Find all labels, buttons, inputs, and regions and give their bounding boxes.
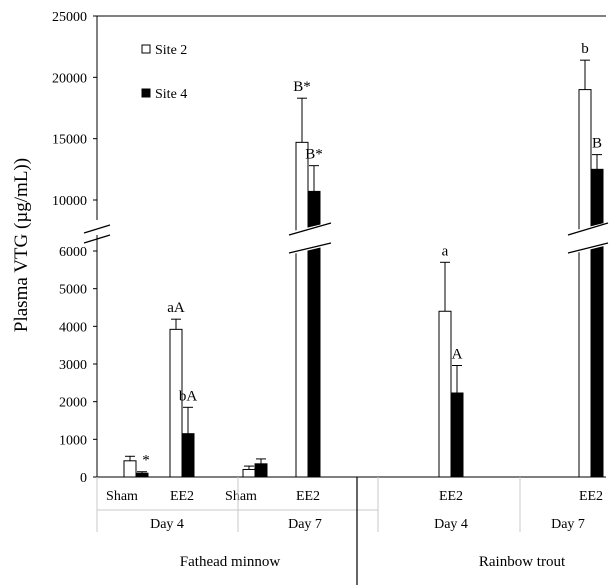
axis-break-band bbox=[289, 222, 331, 255]
bar-site-4 bbox=[590, 168, 604, 478]
species-label: Fathead minnow bbox=[180, 554, 281, 570]
bar-annotation: bA bbox=[179, 388, 198, 404]
bar-site-4 bbox=[135, 472, 149, 478]
day-label: Day 4 bbox=[150, 517, 184, 532]
axis-break-mark bbox=[83, 224, 111, 234]
axis-break-band bbox=[568, 222, 608, 255]
y-tick-label: 4000 bbox=[59, 320, 87, 335]
y-tick-label: 15000 bbox=[52, 133, 87, 148]
bar-site-2 bbox=[295, 141, 309, 478]
bar-annotation: A bbox=[452, 347, 463, 363]
y-tick-label: 2000 bbox=[59, 396, 87, 411]
bar-site-2 bbox=[438, 310, 452, 478]
x-tick-label: EE2 bbox=[296, 489, 320, 504]
bar-site-4 bbox=[450, 392, 464, 478]
bar-annotation: * bbox=[142, 453, 150, 469]
bar-annotation: b bbox=[581, 41, 589, 57]
bar-site-2 bbox=[123, 460, 137, 478]
y-tick-label: 20000 bbox=[52, 71, 87, 86]
plot-area: 0 1000 2000 3000 4000 5000 6000 10000 15000 20000… bbox=[52, 10, 609, 585]
bar-annotation: aA bbox=[167, 300, 185, 316]
species-label: Rainbow trout bbox=[479, 554, 566, 570]
y-tick-label: 25000 bbox=[52, 10, 87, 25]
axis-break-mark bbox=[83, 234, 111, 244]
x-tick-label: Sham bbox=[225, 489, 257, 504]
y-tick-label: 10000 bbox=[52, 194, 87, 209]
legend-swatch-site-4 bbox=[141, 88, 151, 98]
bar-site-2 bbox=[578, 89, 592, 478]
x-tick-label: EE2 bbox=[170, 489, 194, 504]
day-label: Day 4 bbox=[434, 517, 468, 532]
bar-annotation: B bbox=[592, 136, 602, 152]
bar-annotation: B* bbox=[293, 79, 311, 95]
bar-annotation: B* bbox=[305, 147, 323, 163]
axis-break-mark bbox=[288, 242, 332, 254]
bar-annotation: a bbox=[442, 243, 449, 259]
y-tick-label: 5000 bbox=[59, 283, 87, 298]
x-tick-label: Sham bbox=[106, 489, 138, 504]
legend-label: Site 4 bbox=[155, 87, 187, 102]
y-axis-label: Plasma VTG (µg/mL)) bbox=[11, 158, 32, 332]
axis-break-mark bbox=[567, 222, 609, 236]
bar-site-2 bbox=[242, 468, 256, 478]
y-tick-label: 6000 bbox=[59, 245, 87, 260]
y-tick-label: 0 bbox=[80, 471, 87, 486]
axis-break-mark bbox=[567, 242, 609, 254]
legend-swatch-site-2 bbox=[141, 44, 151, 54]
bar-site-4 bbox=[254, 463, 268, 478]
bar-site-4 bbox=[181, 433, 195, 478]
day-label: Day 7 bbox=[288, 517, 322, 532]
legend-label: Site 2 bbox=[155, 43, 187, 58]
x-tick-label: EE2 bbox=[579, 489, 603, 504]
axis-break-mark bbox=[288, 222, 332, 236]
day-label: Day 7 bbox=[551, 517, 585, 532]
y-tick-label: 3000 bbox=[59, 358, 87, 373]
x-tick-label: EE2 bbox=[439, 489, 463, 504]
y-tick-label: 1000 bbox=[59, 433, 87, 448]
